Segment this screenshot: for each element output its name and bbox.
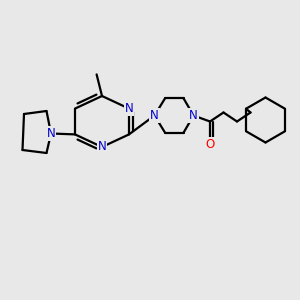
Text: N: N	[46, 127, 56, 140]
Text: N: N	[124, 102, 134, 115]
Text: N: N	[150, 109, 159, 122]
Text: O: O	[206, 137, 214, 151]
Text: N: N	[189, 109, 198, 122]
Text: N: N	[98, 140, 106, 154]
